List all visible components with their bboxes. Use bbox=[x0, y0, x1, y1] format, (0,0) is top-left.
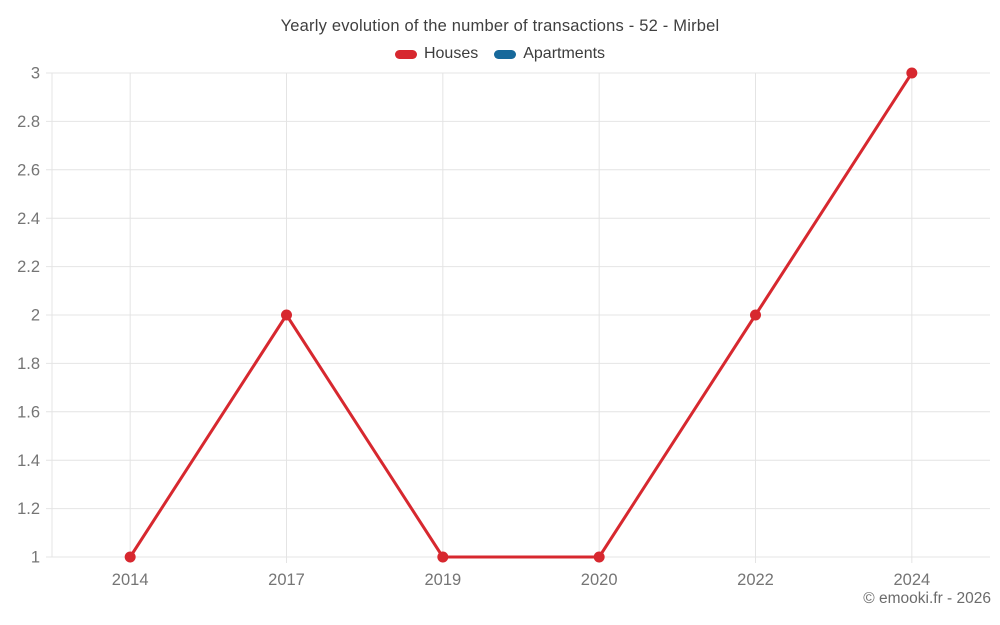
houses-data-point[interactable] bbox=[906, 67, 918, 79]
houses-series-line bbox=[128, 71, 914, 559]
chart-legend: Houses Apartments bbox=[0, 45, 1000, 63]
y-axis-tick-label: 1.4 bbox=[17, 452, 40, 470]
x-axis-tick-label: 2020 bbox=[581, 571, 618, 589]
houses-data-point[interactable] bbox=[124, 551, 136, 563]
houses-data-point[interactable] bbox=[281, 309, 292, 321]
y-axis-tick-label: 1.8 bbox=[17, 355, 40, 373]
y-axis-tick-label: 1 bbox=[31, 549, 40, 567]
y-axis-tick-label: 2 bbox=[31, 307, 40, 325]
y-axis-tick-label: 2.6 bbox=[17, 161, 40, 179]
x-axis-tick-label: 2017 bbox=[268, 571, 305, 589]
x-axis-tick-label: 2024 bbox=[893, 571, 930, 589]
apartments-legend-swatch-icon bbox=[494, 49, 517, 59]
y-axis-tick-label: 2.8 bbox=[17, 113, 40, 131]
y-axis-tick-label: 2.2 bbox=[17, 258, 40, 276]
legend-item-apartments[interactable]: Apartments bbox=[494, 45, 605, 63]
houses-data-point[interactable] bbox=[437, 551, 449, 563]
legend-label: Houses bbox=[423, 45, 479, 62]
y-axis-tick-label: 1.2 bbox=[17, 500, 40, 518]
houses-legend-swatch-icon bbox=[394, 49, 417, 59]
chart-title: Yearly evolution of the number of transa… bbox=[280, 17, 720, 35]
x-axis-tick-label: 2014 bbox=[112, 571, 149, 589]
x-axis-tick-label: 2019 bbox=[424, 571, 461, 589]
x-axis-tick-label: 2022 bbox=[737, 571, 774, 589]
legend-item-houses[interactable]: Houses bbox=[394, 45, 479, 63]
y-axis-tick-label: 3 bbox=[31, 65, 40, 83]
y-axis-tick-label: 1.6 bbox=[17, 403, 40, 421]
houses-data-point[interactable] bbox=[593, 551, 605, 563]
houses-data-point[interactable] bbox=[750, 309, 761, 321]
legend-label: Apartments bbox=[523, 45, 606, 62]
y-axis-tick-label: 2.4 bbox=[17, 210, 40, 228]
copyright-attribution: © emooki.fr - 2026 bbox=[863, 590, 991, 607]
